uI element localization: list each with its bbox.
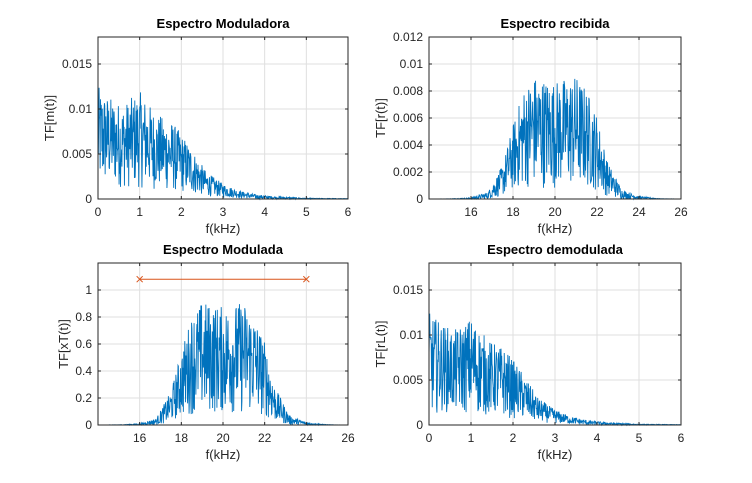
x-tick-label: 20 xyxy=(548,205,562,219)
y-tick-label: 0.2 xyxy=(75,391,92,405)
x-axis-label: f(kHz) xyxy=(538,221,573,236)
chart-title: Espectro recibida xyxy=(500,16,610,31)
x-tick-label: 1 xyxy=(136,205,143,219)
y-tick-label: 0.008 xyxy=(393,84,423,98)
subplot-4: 0 1 2 3 4 5 6 0 0.005 0.01 0.015 Espectro demodulad… xyxy=(373,242,685,462)
y-tick-label: 0.002 xyxy=(393,165,423,179)
x-tick-label: 24 xyxy=(300,431,314,445)
x-marker xyxy=(302,275,310,283)
x-tick-label: 3 xyxy=(552,431,559,445)
x-tick-label: 4 xyxy=(594,431,601,445)
y-tick-label: 0 xyxy=(416,418,423,432)
subplot-2: 16 18 20 22 24 26 0 0.002 0.004 0.006 0.008 0.01 0.0… xyxy=(373,16,688,236)
x-tick-label: 20 xyxy=(216,431,230,445)
x-tick-label: 3 xyxy=(220,205,227,219)
x-tick-label: 18 xyxy=(506,205,520,219)
chart-title: Espectro demodulada xyxy=(487,242,624,257)
x-tick-label: 22 xyxy=(590,205,604,219)
x-tick-label: 26 xyxy=(341,431,355,445)
x-axis-label: f(kHz) xyxy=(206,221,241,236)
x-tick-label: 2 xyxy=(178,205,185,219)
x-marker xyxy=(136,275,144,283)
y-tick-label: 0.6 xyxy=(75,337,92,351)
x-tick-label: 16 xyxy=(133,431,147,445)
x-tick-label: 0 xyxy=(95,205,102,219)
y-tick-label: 1 xyxy=(85,283,92,297)
x-tick-label: 26 xyxy=(674,205,688,219)
y-tick-label: 0.015 xyxy=(393,283,423,297)
x-tick-label: 5 xyxy=(303,205,310,219)
y-tick-label: 0 xyxy=(416,192,423,206)
y-tick-label: 0.006 xyxy=(393,111,423,125)
chart-title: Espectro Moduladora xyxy=(157,16,291,31)
x-tick-label: 22 xyxy=(258,431,272,445)
y-tick-label: 0.4 xyxy=(75,364,92,378)
x-tick-label: 6 xyxy=(345,205,352,219)
y-tick-label: 0.004 xyxy=(393,138,423,152)
y-tick-label: 0.005 xyxy=(393,373,423,387)
x-axis-label: f(kHz) xyxy=(538,447,573,462)
x-tick-label: 24 xyxy=(632,205,646,219)
x-tick-label: 2 xyxy=(510,431,517,445)
y-tick-label: 0.01 xyxy=(400,328,424,342)
y-tick-label: 0 xyxy=(85,418,92,432)
y-axis-label: TF[xT(t)] xyxy=(56,319,71,369)
subplot-1: 0 1 2 3 4 5 6 0 0.005 0.01 0.015 Espectro Modulador… xyxy=(42,16,352,236)
y-tick-label: 0.015 xyxy=(62,57,92,71)
chart-title: Espectro Modulada xyxy=(163,242,284,257)
y-tick-label: 0.012 xyxy=(393,30,423,44)
x-tick-label: 16 xyxy=(464,205,478,219)
y-tick-label: 0.005 xyxy=(62,147,92,161)
x-tick-label: 1 xyxy=(468,431,475,445)
x-tick-label: 18 xyxy=(175,431,189,445)
y-axis-label: TF[rL(t)] xyxy=(373,321,388,368)
y-axis-label: TF[m(t)] xyxy=(42,95,57,141)
x-tick-label: 0 xyxy=(426,431,433,445)
y-axis-label: TF[r(t)] xyxy=(373,98,388,138)
y-tick-label: 0.01 xyxy=(400,57,424,71)
y-tick-label: 0.01 xyxy=(69,102,93,116)
x-axis-label: f(kHz) xyxy=(206,447,241,462)
y-tick-label: 0.8 xyxy=(75,310,92,324)
x-tick-label: 6 xyxy=(678,431,685,445)
x-tick-label: 4 xyxy=(261,205,268,219)
x-tick-label: 5 xyxy=(636,431,643,445)
y-tick-label: 0 xyxy=(85,192,92,206)
subplot-3: 16 18 20 22 24 26 0 0.2 0.4 0.6 0.8 1 Espectro Modul… xyxy=(56,242,355,462)
